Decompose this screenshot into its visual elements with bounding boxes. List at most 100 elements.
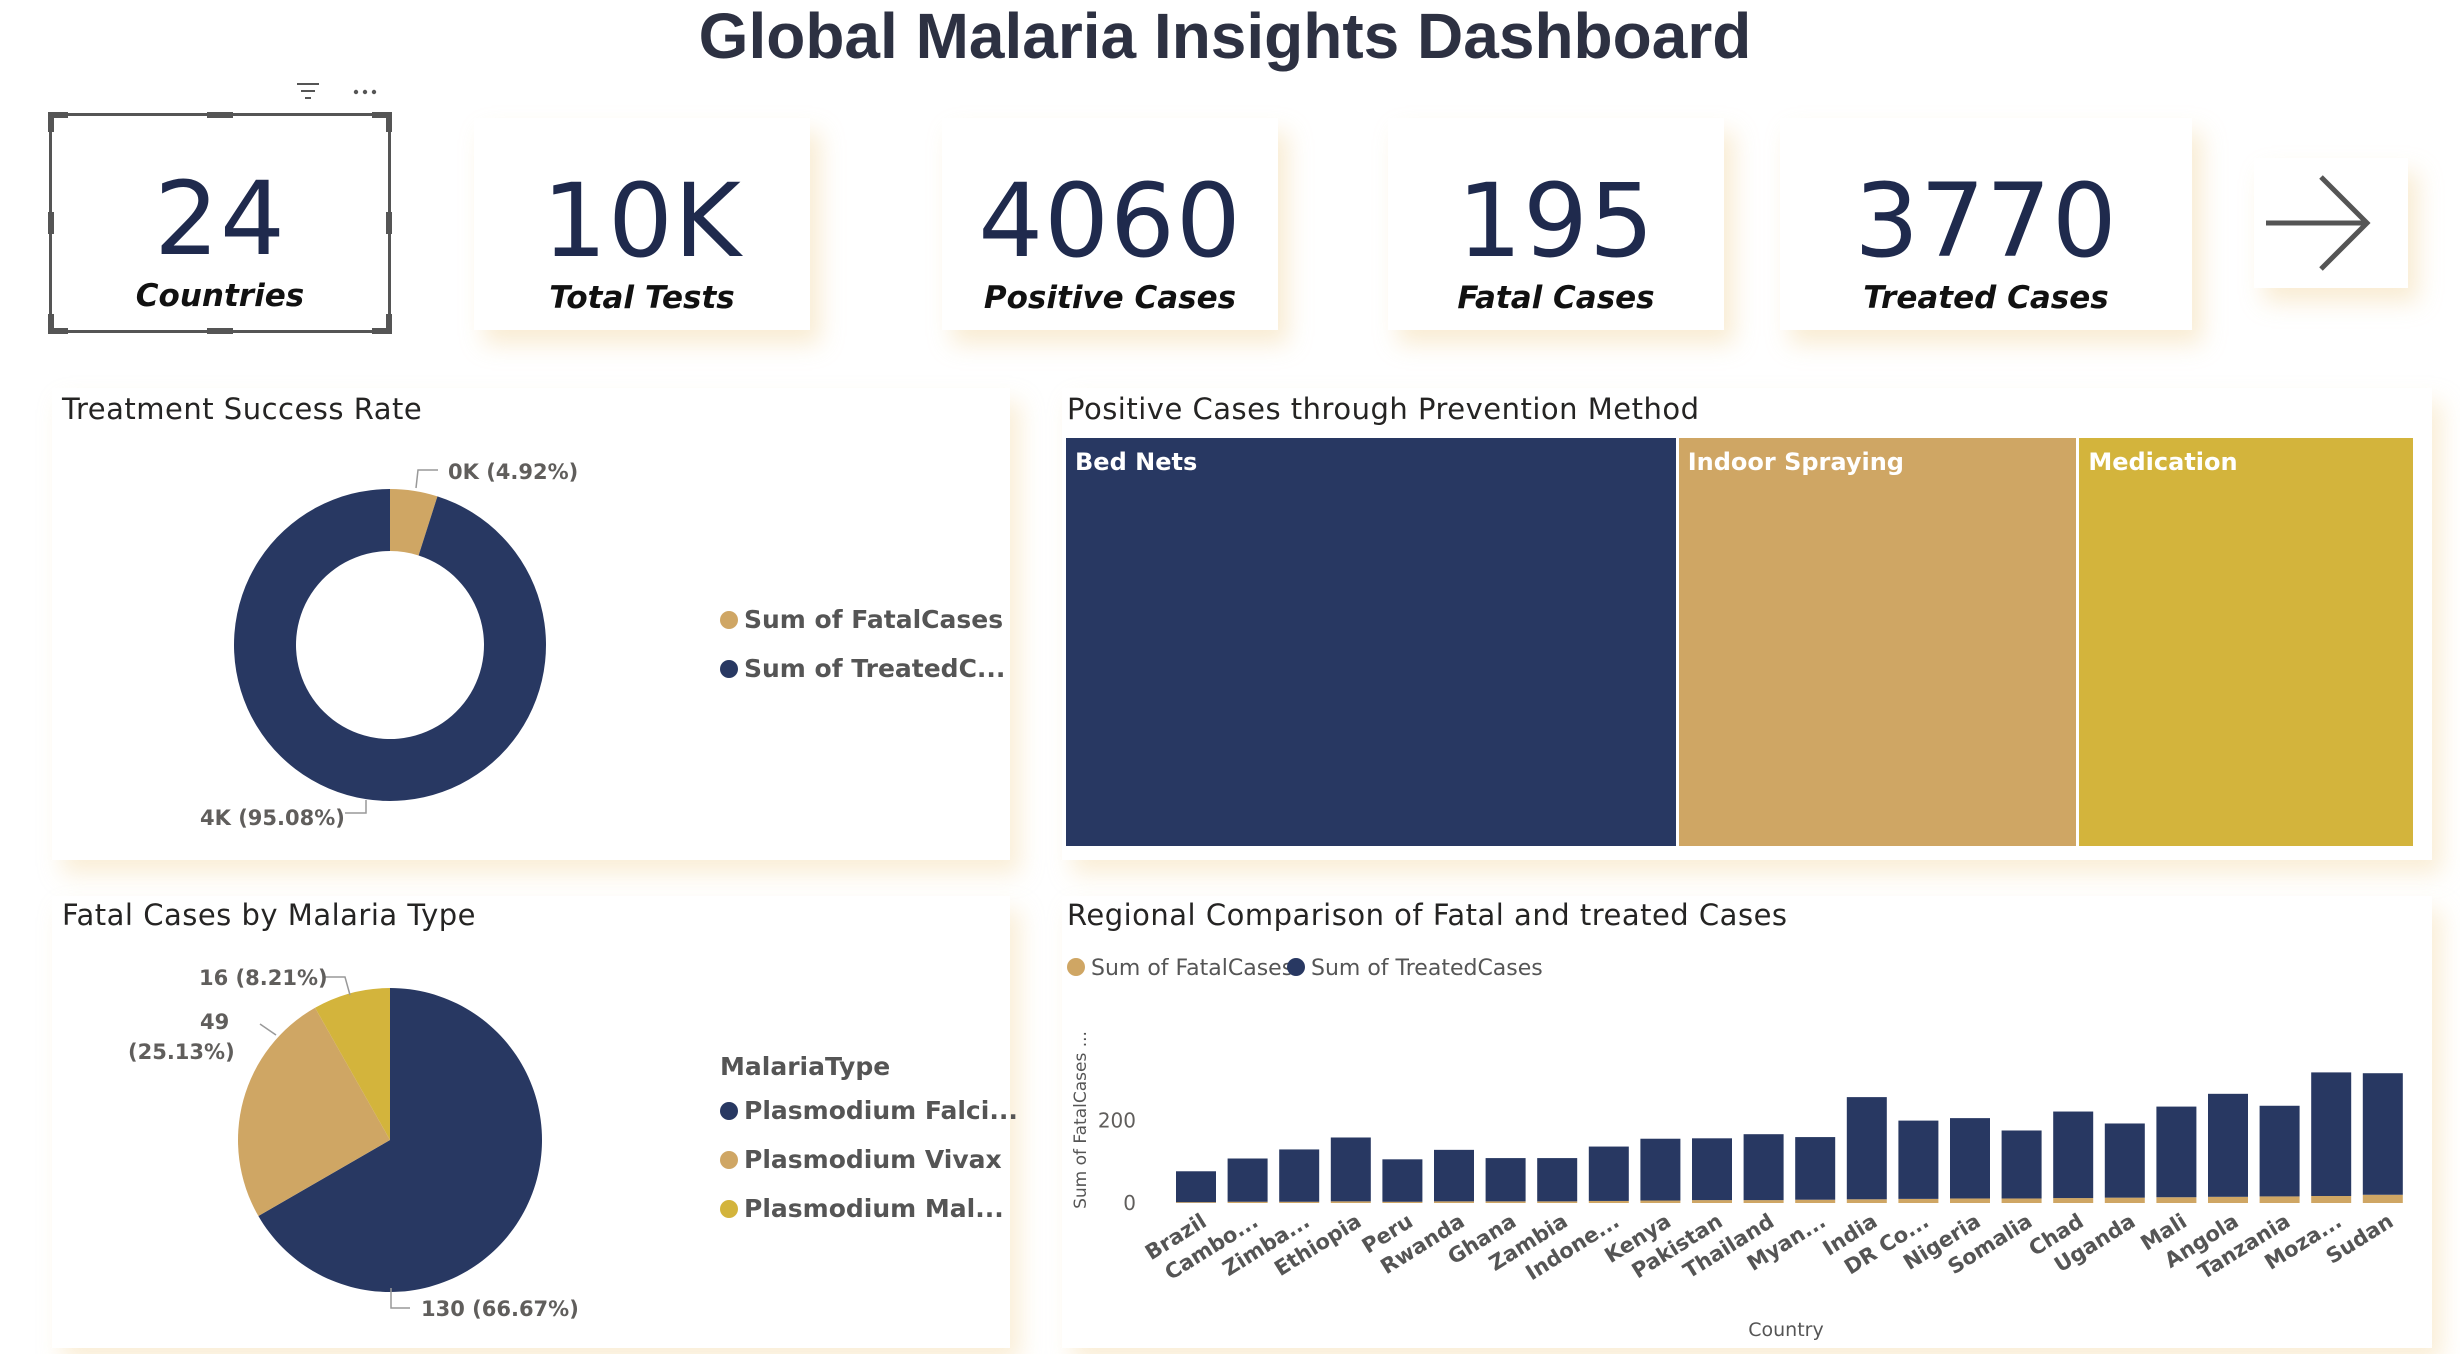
bar-fatal[interactable] [2104, 1197, 2145, 1203]
treemap-tile-label: Bed Nets [1075, 448, 1198, 476]
kpi-card-treated-cases[interactable]: 3770 Treated Cases [1780, 118, 2192, 330]
bar-treated[interactable] [2208, 1093, 2248, 1197]
bar-fatal[interactable] [1795, 1199, 1836, 1203]
treemap-tile-label: Medication [2088, 448, 2238, 476]
regional-legend-treated[interactable]: Sum of TreatedCases [1287, 956, 1543, 981]
vivax-data-label: 49 [200, 1010, 230, 1034]
bar-treated[interactable] [1279, 1149, 1320, 1202]
bar-fatal[interactable] [1846, 1199, 1887, 1203]
regional-legend-fatal[interactable]: Sum of FatalCases [1067, 956, 1293, 981]
treatment-donut-chart [234, 469, 547, 814]
pie-slice-falciparum[interactable] [258, 988, 542, 1292]
legend-dot-icon [1067, 958, 1085, 976]
bar-fatal[interactable] [2156, 1197, 2197, 1203]
bar-treated[interactable] [2259, 1105, 2300, 1197]
bar-treated[interactable] [1382, 1159, 1423, 1202]
bar-fatal[interactable] [1434, 1201, 1474, 1203]
bar-treated[interactable] [1692, 1138, 1732, 1201]
bar-treated[interactable] [1176, 1171, 1216, 1203]
bar-treated[interactable] [2362, 1073, 2403, 1195]
legend-item-treated[interactable]: Sum of TreatedC... [720, 654, 1005, 683]
bar-treated[interactable] [2001, 1130, 2042, 1199]
bar-treated[interactable] [1537, 1158, 1578, 1202]
bar-treated[interactable] [1588, 1146, 1629, 1201]
pie-slice-malariae[interactable] [315, 988, 390, 1140]
legend-title-malaria-type: MalariaType [720, 1052, 891, 1081]
bar-treated[interactable] [1743, 1134, 1784, 1201]
legend-item-fatal[interactable]: Sum of FatalCases [720, 605, 1003, 634]
filter-icon[interactable] [294, 80, 322, 104]
bar-fatal[interactable] [1692, 1200, 1732, 1203]
legend-item-vivax[interactable]: Plasmodium Vivax [720, 1145, 1002, 1174]
fatal-cases-data-label: 0K (4.92%) [448, 460, 579, 484]
mal-label-leader [323, 976, 351, 996]
next-page-button[interactable] [2254, 158, 2408, 288]
bar-fatal[interactable] [1330, 1201, 1371, 1203]
bar-fatal[interactable] [1588, 1200, 1629, 1203]
bar-treated[interactable] [2053, 1111, 2094, 1199]
bar-fatal[interactable] [2053, 1198, 2094, 1203]
bar-fatal[interactable] [1176, 1202, 1216, 1203]
donut-slice-treated[interactable] [234, 489, 547, 801]
bar-treated[interactable] [1434, 1149, 1474, 1202]
bar-fatal[interactable] [2311, 1195, 2352, 1203]
resize-handle[interactable] [386, 212, 392, 234]
resize-handle[interactable] [372, 112, 392, 118]
kpi-card-total-tests[interactable]: 10K Total Tests [474, 118, 810, 330]
bar-fatal[interactable] [1485, 1201, 1526, 1203]
kpi-card-fatal-cases[interactable]: 195 Fatal Cases [1388, 118, 1724, 330]
bar-fatal[interactable] [1640, 1200, 1681, 1203]
resize-handle[interactable] [386, 112, 392, 132]
bar-fatal[interactable] [2362, 1194, 2403, 1203]
bar-fatal[interactable] [1279, 1201, 1320, 1203]
bar-fatal[interactable] [2259, 1196, 2300, 1203]
legend-dot-icon [1287, 958, 1305, 976]
bar-treated[interactable] [1795, 1137, 1836, 1200]
legend-dot-icon [720, 1200, 738, 1218]
bar-treated[interactable] [1485, 1158, 1526, 1202]
malaria-type-title: Fatal Cases by Malaria Type [62, 898, 476, 932]
resize-handle[interactable] [386, 314, 392, 334]
resize-handle[interactable] [207, 328, 233, 334]
treemap-tile[interactable]: Bed Nets [1066, 438, 1676, 846]
bar-treated[interactable] [1227, 1158, 1268, 1202]
resize-handle[interactable] [48, 112, 68, 118]
malaria-type-pie-chart [238, 976, 542, 1309]
more-options-icon[interactable] [350, 82, 380, 102]
resize-handle[interactable] [48, 112, 54, 132]
resize-handle[interactable] [207, 112, 233, 118]
resize-handle[interactable] [48, 314, 54, 334]
bar-treated[interactable] [1640, 1138, 1681, 1201]
legend-label: Sum of TreatedC... [744, 654, 1006, 683]
bar-fatal[interactable] [1898, 1198, 1939, 1203]
bar-treated[interactable] [2104, 1123, 2145, 1198]
bar-fatal[interactable] [1950, 1198, 1990, 1203]
kpi-card-positive-cases[interactable]: 4060 Positive Cases [942, 118, 1278, 330]
bar-treated[interactable] [1846, 1097, 1887, 1200]
bar-treated[interactable] [1950, 1118, 1990, 1199]
bar-fatal[interactable] [2208, 1196, 2248, 1203]
treemap-tile[interactable]: Indoor Spraying [1678, 438, 2077, 846]
bar-fatal[interactable] [2001, 1198, 2042, 1203]
resize-handle[interactable] [48, 328, 68, 334]
bar-fatal[interactable] [1537, 1201, 1578, 1203]
bar-treated[interactable] [1330, 1137, 1371, 1202]
resize-handle[interactable] [372, 328, 392, 334]
dashboard-title: Global Malaria Insights Dashboard [0, 0, 2460, 72]
bar-fatal[interactable] [1382, 1201, 1423, 1203]
treemap-tile[interactable]: Medication [2079, 438, 2413, 846]
kpi-label-total-tests: Total Tests [549, 280, 735, 316]
kpi-card-countries[interactable]: 24 Countries [48, 112, 392, 334]
bar-fatal[interactable] [1227, 1201, 1268, 1203]
bar-treated[interactable] [1898, 1120, 1939, 1199]
bar-treated[interactable] [2311, 1072, 2352, 1196]
kpi-label-fatal-cases: Fatal Cases [1457, 280, 1655, 316]
pie-slice-vivax[interactable] [238, 1007, 390, 1216]
donut-slice-fatal[interactable] [390, 489, 438, 556]
bar-treated[interactable] [2156, 1106, 2197, 1198]
resize-handle[interactable] [48, 212, 54, 234]
kpi-label-positive-cases: Positive Cases [983, 280, 1237, 316]
legend-item-falciparum[interactable]: Plasmodium Falci... [720, 1096, 1018, 1125]
bar-fatal[interactable] [1743, 1200, 1784, 1203]
legend-item-malariae[interactable]: Plasmodium Mal... [720, 1194, 1004, 1223]
